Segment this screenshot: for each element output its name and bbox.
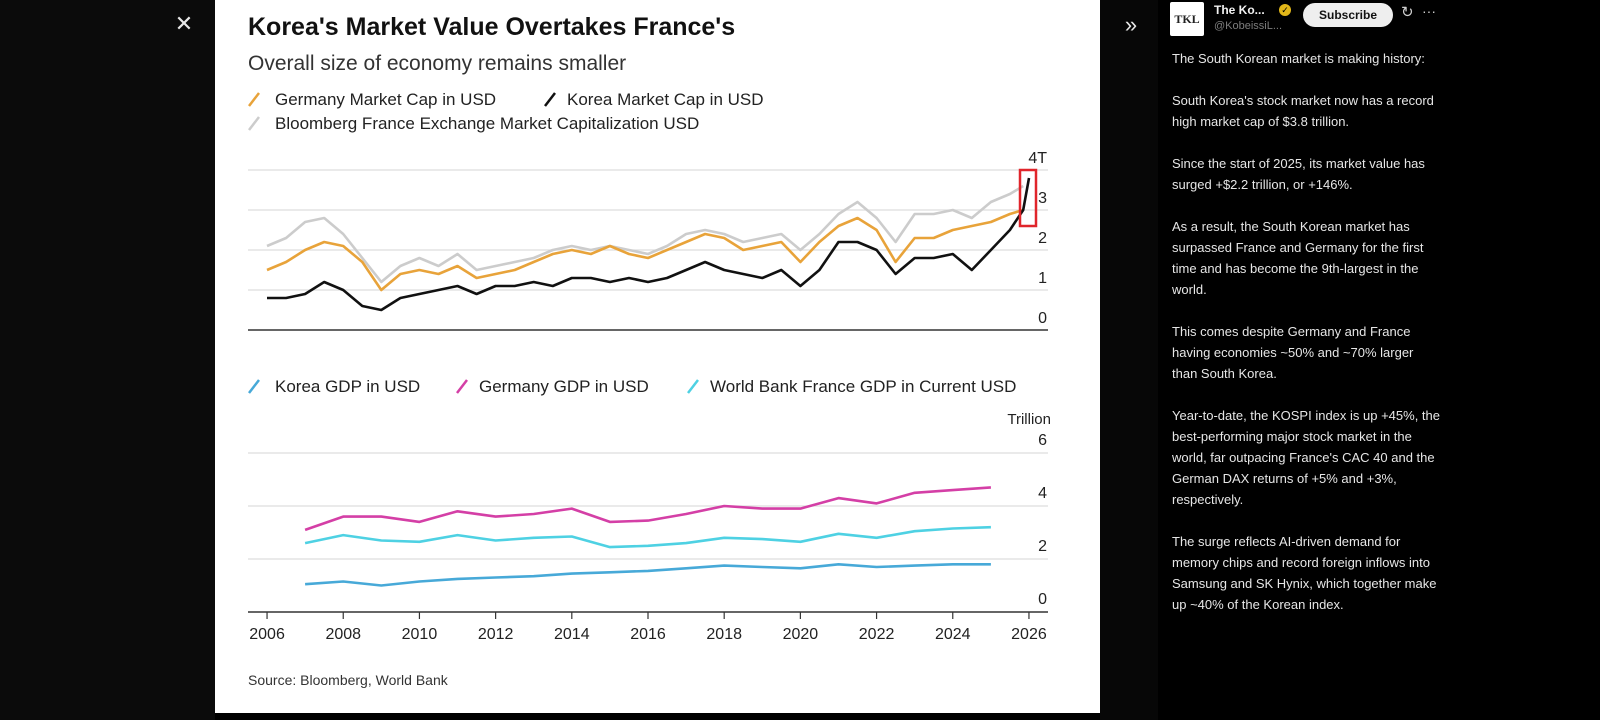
bottom-legend: Korea GDP in USD Germany GDP in USD Worl… <box>248 377 1016 396</box>
top-y-tick-label: 2 <box>1038 230 1047 247</box>
close-icon[interactable]: ✕ <box>174 11 194 36</box>
viewer-backdrop-left <box>0 0 215 720</box>
germany-gdp-line <box>304 486 991 532</box>
france-gdp-line <box>304 525 991 549</box>
legend-germany-gdp: Germany GDP in USD <box>479 377 649 396</box>
legend-swatch-germany-cap <box>248 92 260 107</box>
bottom-y-tick-label: 2 <box>1038 538 1047 555</box>
x-tick-label: 2022 <box>859 626 895 643</box>
chart-subtitle: Overall size of economy remains smaller <box>248 52 626 75</box>
legend-swatch-france-gdp <box>687 379 699 394</box>
grok-refresh-icon[interactable]: ↻ <box>1401 4 1414 21</box>
highlight-box <box>1018 168 1038 228</box>
korea-gdp-line <box>305 562 991 587</box>
korea-market-cap-line <box>267 177 1031 312</box>
post-sidebar: TKL The Ko... ✓ @KobeissiL... Subscribe … <box>1158 0 1600 720</box>
viewer-backdrop-right <box>1100 0 1158 720</box>
x-tick-label: 2006 <box>249 626 285 643</box>
bottom-y-tick-label: 6 <box>1038 432 1047 449</box>
top-y-tick-label: 4T <box>1028 150 1047 167</box>
france-market-cap-line <box>266 184 1024 284</box>
top-y-tick-label: 3 <box>1038 190 1047 207</box>
bottom-chart-gridlines <box>248 452 1048 613</box>
bottom-unit-label: Trillion <box>1007 411 1051 428</box>
expand-sidebar-icon[interactable]: » <box>1124 12 1138 37</box>
x-tick-label: 2020 <box>783 626 819 643</box>
post-paragraph: The South Korean market is making histor… <box>1172 51 1425 66</box>
chart-image: Korea's Market Value Overtakes France's … <box>215 0 1100 713</box>
x-tick-label: 2018 <box>706 626 742 643</box>
account-name[interactable]: The Ko... <box>1214 3 1265 17</box>
bottom-y-tick-label: 0 <box>1038 591 1047 608</box>
top-chart-y-ticks: 0 1 2 3 4T <box>1028 150 1047 327</box>
legend-france-cap: Bloomberg France Exchange Market Capital… <box>275 114 699 133</box>
legend-korea-cap: Korea Market Cap in USD <box>567 90 764 109</box>
top-y-tick-label: 1 <box>1038 270 1047 287</box>
post-paragraph: South Korea's stock market now has a rec… <box>1172 93 1434 129</box>
x-tick-label: 2026 <box>1011 626 1047 643</box>
legend-france-gdp: World Bank France GDP in Current USD <box>710 377 1016 396</box>
legend-swatch-korea-gdp <box>248 379 260 394</box>
legend-swatch-france-cap <box>248 116 260 131</box>
bottom-chart-y-ticks: 0 2 4 6 <box>1038 432 1047 608</box>
x-tick-label: 2012 <box>478 626 514 643</box>
top-chart-series <box>266 177 1031 312</box>
x-tick-label: 2024 <box>935 626 971 643</box>
more-options-icon[interactable]: ··· <box>1422 3 1436 19</box>
avatar[interactable]: TKL <box>1170 2 1204 36</box>
post-paragraph: Year-to-date, the KOSPI index is up +45%… <box>1172 408 1440 507</box>
bottom-chart-series <box>304 486 991 587</box>
top-legend: Germany Market Cap in USD Korea Market C… <box>248 90 764 133</box>
post-paragraph: This comes despite Germany and France ha… <box>1172 324 1414 381</box>
bottom-y-tick-label: 4 <box>1038 485 1047 502</box>
x-axis-ticks: 2006 2008 2010 2012 2014 2016 2018 2020 2022 2024… <box>249 612 1047 643</box>
post-paragraph: The surge reflects AI-driven demand for … <box>1172 534 1437 612</box>
x-tick-label: 2014 <box>554 626 590 643</box>
x-tick-label: 2010 <box>402 626 438 643</box>
account-handle[interactable]: @KobeissiL... <box>1214 20 1283 32</box>
post-paragraph: As a result, the South Korean market has… <box>1172 219 1424 297</box>
x-tick-label: 2008 <box>325 626 361 643</box>
legend-swatch-germany-gdp <box>456 379 468 394</box>
chart-title: Korea's Market Value Overtakes France's <box>248 13 735 41</box>
top-y-tick-label: 0 <box>1038 310 1047 327</box>
x-tick-label: 2016 <box>630 626 666 643</box>
post-paragraph: Since the start of 2025, its market valu… <box>1172 156 1425 192</box>
legend-korea-gdp: Korea GDP in USD <box>275 377 420 396</box>
chart-source: Source: Bloomberg, World Bank <box>248 672 449 688</box>
post-text: The South Korean market is making histor… <box>1172 48 1442 636</box>
verified-badge-icon: ✓ <box>1279 4 1291 16</box>
germany-market-cap-line <box>266 208 1024 292</box>
legend-germany-cap: Germany Market Cap in USD <box>275 90 496 109</box>
subscribe-button[interactable]: Subscribe <box>1303 3 1393 27</box>
chart-figure: Korea's Market Value Overtakes France's … <box>248 13 1051 688</box>
legend-swatch-korea-cap <box>544 92 556 107</box>
